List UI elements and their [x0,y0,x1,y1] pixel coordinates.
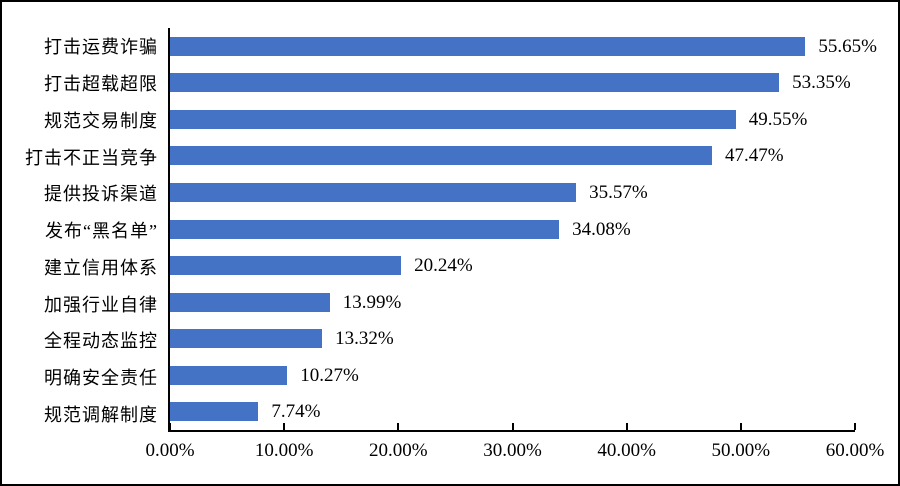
value-label: 7.74% [271,401,321,423]
value-label: 13.99% [342,291,402,313]
bar-row: 34.08% [170,211,855,248]
x-axis-tick [397,423,400,430]
x-axis-label: 0.00% [145,440,195,461]
bar [170,73,780,93]
value-label: 53.35% [792,72,851,94]
category-label: 打击不正当竞争 [25,147,158,168]
x-axis-tick [511,423,514,430]
bar [170,329,323,349]
x-axis-label: 50.00% [711,440,771,461]
category-labels: 打击运费诈骗 打击超载超限 规范交易制度打击不正当竞争提供投诉渠道 发布“黑名单” 建立… [2,28,158,432]
category-label: 规范交易制度 [44,110,158,131]
bar [170,109,736,129]
x-axis-tick [854,423,856,430]
value-label: 47.47% [724,145,784,167]
bar-row: 49.55% [170,101,855,138]
x-axis-label: 40.00% [597,440,656,461]
category-label: 加强行业自律 [44,294,158,315]
category-label: 发布“黑名单” [45,221,158,242]
bar [170,292,330,312]
category-label: 明确安全责任 [44,367,158,388]
bar-row: 13.99% [170,284,855,321]
bar-row: 35.57% [170,174,855,211]
bar-row: 7.74% [170,393,855,430]
category-label: 建立信用体系 [44,257,158,278]
category-label: 全程动态监控 [44,331,158,352]
x-axis-label: 20.00% [369,440,428,461]
bar-row: 55.65% [170,28,877,65]
category-label: 规范调解制度 [44,404,158,425]
x-axis-label: 60.00% [825,440,885,461]
plot-area: 55.65% 53.35% 49.55% 47.47% 35.57% 34.08% 20.2… [168,28,877,432]
value-label: 34.08% [572,218,631,240]
bar [170,182,577,202]
bar-row: 47.47% [170,138,855,175]
category-label: 提供投诉渠道 [44,184,158,205]
bar [170,402,259,422]
x-axis-tick [169,423,171,430]
x-axis-tick [283,423,286,430]
bar [170,36,806,56]
bar-row: 53.35% [170,65,855,102]
bar [170,256,402,276]
category-label: 打击超载超限 [44,74,158,95]
bar [170,219,560,239]
bar-row: 13.32% [170,320,855,357]
x-axis-tick [739,423,742,430]
bar [170,146,712,166]
value-label: 55.65% [818,35,877,57]
x-axis-label: 30.00% [483,440,542,461]
value-label: 20.24% [414,255,473,277]
value-label: 13.32% [335,328,394,350]
value-label: 35.57% [589,181,648,203]
value-label: 49.55% [748,108,808,130]
x-axis-labels: 0.00% 10.00% 20.00% 30.00% 40.00% 50.00% 60.00… [145,440,884,467]
category-label: 打击运费诈骗 [44,37,158,58]
value-label: 10.27% [300,364,359,386]
x-axis-tick [625,423,628,430]
x-axis-label: 10.00% [254,440,314,461]
bar-rows: 55.65% 53.35% 49.55% 47.47% 35.57% 34.08% 20.2… [170,28,877,430]
bar-row: 10.27% [170,357,855,394]
bar-row: 20.24% [170,247,855,284]
bar [170,365,288,385]
